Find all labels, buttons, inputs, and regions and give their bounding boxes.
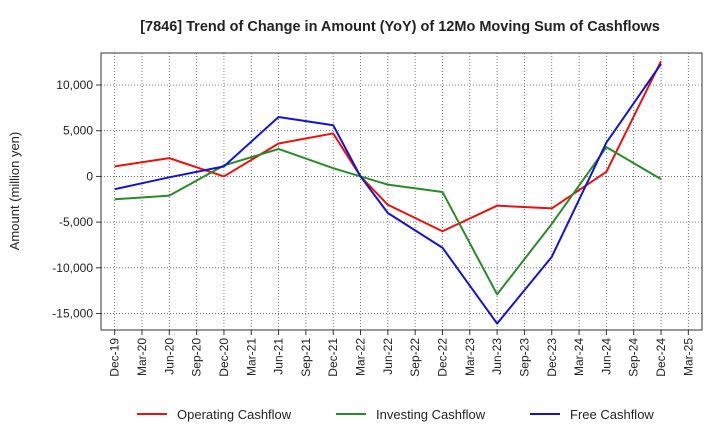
x-tick-label: Sep-23 [517, 338, 531, 377]
x-tick-label: Dec-23 [545, 338, 559, 377]
x-tick-label: Mar-25 [681, 338, 695, 376]
y-axis-label: Amount (million yen) [7, 132, 22, 251]
x-tick-label: Jun-24 [599, 338, 613, 375]
x-tick-label: Sep-20 [190, 338, 204, 377]
legend: Operating Cashflow Investing Cashflow Free… [137, 407, 654, 422]
y-tick-label: -5,000 [59, 215, 93, 229]
x-tick-label: Mar-20 [135, 338, 149, 376]
x-tick-label: Dec-24 [654, 338, 668, 377]
x-tick-label: Mar-24 [572, 338, 586, 376]
y-tick-label: 10,000 [56, 78, 93, 92]
x-tick-label: Mar-22 [354, 338, 368, 376]
x-tick-label: Dec-19 [108, 338, 122, 377]
x-tick-label: Jun-21 [272, 338, 286, 375]
x-tick-label: Jun-22 [381, 338, 395, 375]
y-tick-label: 0 [86, 169, 93, 183]
y-tick-label: -15,000 [52, 307, 93, 321]
x-tick-label: Sep-24 [627, 338, 641, 377]
x-tick-label: Dec-21 [326, 338, 340, 377]
x-tick-label: Jun-23 [490, 338, 504, 375]
series-line-investing-cashflow [114, 146, 662, 296]
x-tick-label: Sep-22 [408, 338, 422, 377]
x-tick-label: Mar-21 [244, 338, 258, 376]
legend-label-operating-cashflow: Operating Cashflow [177, 407, 292, 422]
x-tick-label: Dec-20 [217, 338, 231, 377]
x-tick-label: Sep-21 [299, 338, 313, 377]
grid [101, 53, 702, 330]
y-axis-ticks: -15,000 -10,000 -5,000 0 5,000 10,000 [52, 78, 101, 321]
plot-frame [100, 52, 703, 331]
x-tick-label: Jun-20 [162, 338, 176, 375]
x-tick-label: Dec-22 [435, 338, 449, 377]
legend-label-free-cashflow: Free Cashflow [570, 407, 654, 422]
series-lines [114, 60, 662, 325]
legend-label-investing-cashflow: Investing Cashflow [376, 407, 486, 422]
chart-title: [7846] Trend of Change in Amount (YoY) o… [140, 19, 660, 35]
x-axis-ticks: Dec-19 Mar-20 Jun-20 Sep-20 Dec-20 Mar-21 Jun-… [108, 330, 695, 377]
x-tick-label: Mar-23 [463, 338, 477, 376]
series-line-free-cashflow [114, 63, 662, 325]
y-tick-label: 5,000 [63, 124, 93, 138]
y-tick-label: -10,000 [52, 261, 93, 275]
series-line-operating-cashflow [114, 60, 662, 233]
